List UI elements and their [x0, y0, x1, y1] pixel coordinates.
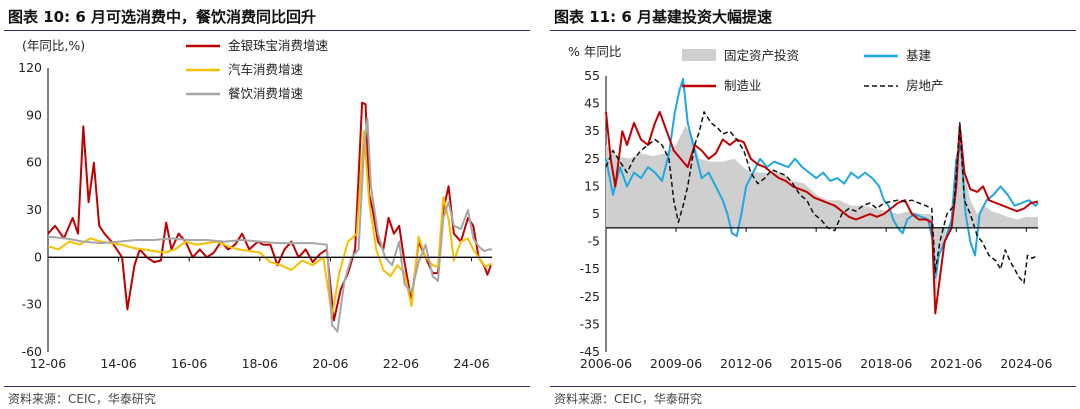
series-line-2 — [605, 110, 1039, 315]
y-tick-label: 0 — [34, 249, 42, 264]
y-tick-label: -15 — [580, 261, 600, 276]
legend-label: 制造业 — [724, 78, 762, 93]
legend-swatch — [682, 49, 716, 61]
x-tick-label: 2021-06 — [930, 356, 982, 371]
chart-title: 图表 11: 6 月基建投资大幅提速 — [554, 8, 772, 26]
series-line-1 — [605, 77, 1039, 279]
source-note: 资料来源：CEIC，华泰研究 — [554, 392, 702, 406]
x-tick-label: 24-06 — [453, 356, 489, 371]
x-tick-label: 22-06 — [383, 356, 419, 371]
chart-panel-consumption: 图表 10: 6 月可选消费中，餐饮消费同比回升 (年同比,%) -60 -30 0 3… — [0, 0, 534, 409]
source-note: 资料来源：CEIC，华泰研究 — [8, 392, 156, 406]
x-tick-label: 16-06 — [171, 356, 207, 371]
legend-label: 金银珠宝消费增速 — [228, 38, 329, 53]
y-tick-label: 90 — [26, 107, 42, 122]
y-tick-label: -35 — [580, 316, 600, 331]
y-tick-label: 45 — [584, 96, 600, 111]
y-tick-label: 5 — [592, 206, 600, 221]
x-tick-label: 20-06 — [312, 356, 348, 371]
y-tick-label: 35 — [584, 123, 600, 138]
x-tick-label: 2009-06 — [650, 356, 702, 371]
x-tick-label: 2024-06 — [1000, 356, 1052, 371]
x-tick-label: 14-06 — [100, 356, 136, 371]
x-tick-label: 2018-06 — [860, 356, 912, 371]
y-tick-label: 25 — [584, 151, 600, 166]
legend-label: 汽车消费增速 — [228, 62, 304, 77]
legend-label: 餐饮消费增速 — [228, 86, 304, 101]
y-tick-label: 30 — [26, 202, 42, 217]
legend-label: 房地产 — [906, 78, 944, 93]
y-tick-label: -60 — [22, 344, 42, 359]
series-line-2 — [47, 117, 492, 333]
x-tick-label: 2006-06 — [580, 356, 632, 371]
y-tick-label: -25 — [580, 289, 600, 304]
x-tick-label: 18-06 — [242, 356, 278, 371]
legend-label: 固定资产投资 — [724, 48, 799, 63]
legend-label: 基建 — [906, 48, 932, 63]
series-line-3 — [605, 111, 1039, 284]
x-tick-label: 2015-06 — [790, 356, 842, 371]
y-axis-label: % 年同比 — [568, 44, 621, 59]
y-tick-label: 15 — [584, 178, 600, 193]
y-tick-label: 55 — [584, 68, 600, 83]
series-line-1 — [47, 130, 492, 317]
x-tick-label: 2012-06 — [720, 356, 772, 371]
title-divider — [550, 30, 1076, 31]
source-divider — [550, 386, 1076, 387]
y-tick-label: -45 — [580, 344, 600, 359]
series-line-0 — [47, 101, 492, 322]
y-tick-label: -30 — [22, 297, 42, 312]
source-divider — [4, 386, 530, 387]
y-tick-label: 120 — [18, 60, 42, 75]
investment-growth-chart: % 年同比 -45 -35 -25 -15 -5 5 15 25 35 45 55 2006-06 200… — [568, 44, 1052, 371]
y-tick-label: -5 — [588, 234, 600, 249]
consumption-growth-chart: (年同比,%) -60 -30 0 30 60 90 120 12-06 14-06 16-06 18… — [18, 38, 492, 371]
y-axis-label: (年同比,%) — [22, 38, 85, 53]
title-divider — [4, 30, 530, 31]
chart-panel-investment: 图表 11: 6 月基建投资大幅提速 % 年同比 -45 -35 -25 -15 -5 5 1… — [546, 0, 1080, 409]
x-tick-label: 12-06 — [30, 356, 66, 371]
series-area-0 — [606, 125, 1038, 297]
y-tick-label: 60 — [26, 155, 42, 170]
chart-title: 图表 10: 6 月可选消费中，餐饮消费同比回升 — [8, 8, 316, 26]
